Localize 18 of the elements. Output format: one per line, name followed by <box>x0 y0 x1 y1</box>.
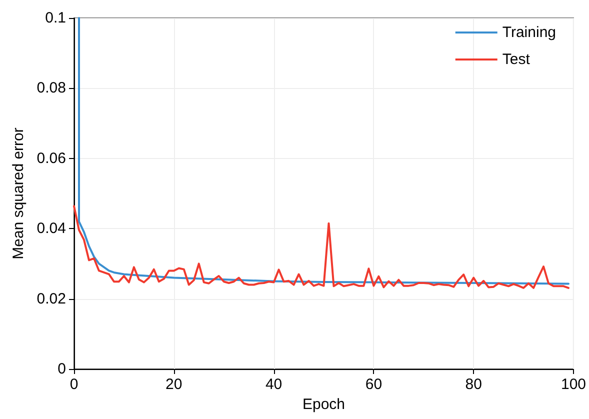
x-axis-title: Epoch <box>302 396 346 413</box>
line-series <box>78 17 570 285</box>
legend-label: Training <box>502 24 556 41</box>
x-tick-label: 20 <box>166 376 182 393</box>
x-tick-label: 40 <box>265 376 282 393</box>
x-tick-label: 0 <box>70 376 78 393</box>
line-series <box>73 205 570 289</box>
y-tick-label: 0.06 <box>36 150 66 167</box>
y-tick-label: 0.04 <box>36 220 66 238</box>
y-tick-label: 0.08 <box>36 80 66 97</box>
y-tick-label: 0.02 <box>36 290 66 308</box>
legend-label: Test <box>502 51 531 68</box>
x-tick-label: 80 <box>465 376 482 393</box>
x-tick-label: 60 <box>365 376 382 393</box>
y-tick-label: 0.1 <box>45 10 66 26</box>
y-axis-title: Mean squared error <box>10 128 27 260</box>
x-tick-label: 100 <box>560 376 586 393</box>
y-tick-label: 0 <box>58 360 66 378</box>
